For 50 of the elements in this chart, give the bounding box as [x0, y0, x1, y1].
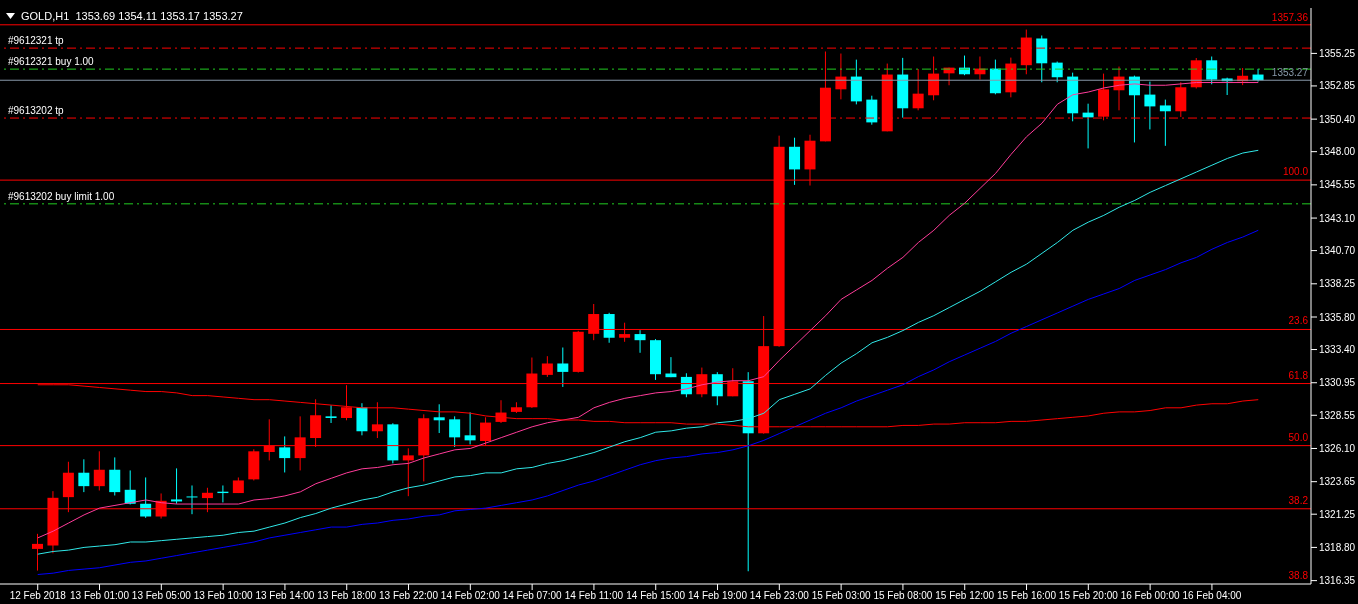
annotation: 50.0: [1288, 431, 1308, 444]
y-tick-label: 1345.55: [1319, 179, 1356, 191]
y-tick-label: 1316.35: [1319, 575, 1356, 587]
x-tick-label: 15 Feb 08:00: [873, 590, 933, 602]
x-tick-label: 14 Feb 11:00: [564, 590, 624, 602]
y-tick-label: 1335.80: [1319, 311, 1356, 323]
y-tick-label: 1326.10: [1319, 443, 1356, 455]
y-tick-label: 1355.25: [1319, 47, 1356, 59]
x-tick-label: 15 Feb 03:00: [811, 590, 872, 602]
y-tick-label: 1318.80: [1319, 541, 1356, 553]
text: 38.8: [1288, 570, 1308, 582]
ref-line-label: 1357.36: [1271, 11, 1309, 23]
y-tick-label: 1340.70: [1319, 245, 1356, 257]
x-tick-label: 14 Feb 19:00: [688, 590, 748, 602]
x-tick-label: 13 Feb 14:00: [255, 590, 315, 602]
annotation: 61.8: [1288, 369, 1308, 382]
annotation: 100.0: [1282, 166, 1308, 179]
y-tick-label: 1328.55: [1319, 409, 1356, 421]
ref-line-label: #9612321 buy 1.00: [8, 56, 95, 68]
x-tick-label: 14 Feb 07:00: [502, 590, 563, 602]
x-tick-label: 13 Feb 01:00: [70, 590, 130, 602]
x-tick-label: 13 Feb 05:00: [131, 590, 192, 602]
x-tick-label: 13 Feb 22:00: [379, 590, 439, 602]
ref-line-label: #9612321 tp: [8, 35, 65, 47]
annotation: 23.6: [1288, 315, 1308, 328]
y-tick-label: 1323.65: [1319, 476, 1356, 488]
x-tick-label: 16 Feb 04:00: [1182, 590, 1242, 602]
ref-line-label: #9613202 buy limit 1.00: [8, 190, 115, 202]
y-tick-label: 1333.40: [1319, 344, 1356, 356]
x-tick-label: 12 Feb 2018: [9, 590, 67, 602]
x-tick-label: 15 Feb 20:00: [1058, 590, 1119, 602]
chart-title: GOLD,H1 1353.69 1354.11 1353.17 1353.27: [21, 10, 243, 22]
y-tick-label: 1330.95: [1319, 377, 1356, 389]
y-tick-label: 1352.85: [1319, 80, 1356, 92]
x-tick-label: 13 Feb 18:00: [317, 590, 377, 602]
x-tick-label: 13 Feb 10:00: [193, 590, 254, 602]
y-tick-label: 1350.40: [1319, 113, 1356, 125]
x-tick-label: 14 Feb 23:00: [749, 590, 810, 602]
ref-line-label: 1353.27: [1271, 67, 1309, 79]
ref-line-label: #9613202 tp: [8, 105, 65, 117]
annotation: 38.2: [1288, 494, 1308, 507]
x-tick-label: 16 Feb 00:00: [1120, 590, 1181, 602]
x-tick-label: 15 Feb 12:00: [935, 590, 995, 602]
y-tick-label: 1338.25: [1319, 278, 1356, 290]
y-tick-label: 1321.25: [1319, 508, 1356, 520]
x-tick-label: 14 Feb 02:00: [440, 590, 501, 602]
x-tick-label: 14 Feb 15:00: [626, 590, 686, 602]
y-tick-label: 1348.00: [1319, 146, 1356, 158]
y-tick-label: 1343.10: [1319, 212, 1356, 224]
x-tick-label: 15 Feb 16:00: [997, 590, 1057, 602]
